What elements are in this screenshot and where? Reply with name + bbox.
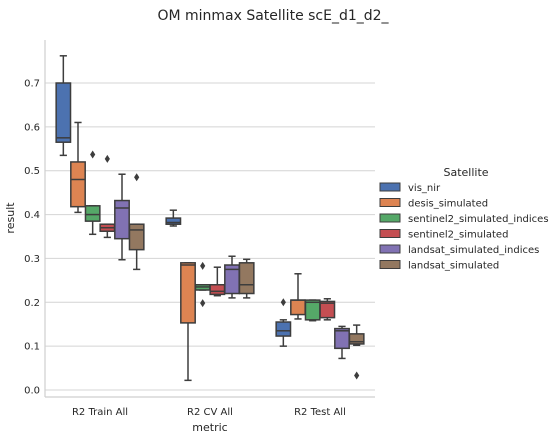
y-tick-label: 0.1 (24, 342, 40, 353)
legend-title: Satellite (443, 166, 488, 179)
legend-label: landsat_simulated (408, 261, 499, 272)
box-landsat_simulated (128, 173, 145, 271)
y-axis-label: result (4, 202, 17, 234)
y-tick-label: 0.2 (24, 298, 40, 309)
box-body (238, 262, 255, 295)
box-body (128, 223, 145, 251)
box-landsat_simulated_indices (334, 325, 350, 360)
y-tick-label: 0.4 (24, 210, 40, 221)
outlier-point (200, 261, 206, 270)
y-tick-label: 0.5 (24, 166, 40, 177)
box-body (319, 300, 336, 319)
legend-label: sentinel2_simulated (408, 230, 508, 241)
box-sentinel2_simulated_indices (84, 150, 101, 236)
box-body (55, 82, 72, 143)
chart-title: OM minmax Satellite scE_d1_d2_ (157, 8, 389, 24)
legend-label: landsat_simulated_indices (408, 245, 539, 256)
box-sentinel2_simulated_indices (304, 299, 321, 322)
legend-label: vis_nir (408, 183, 441, 194)
y-tick-label: 0.6 (24, 122, 40, 133)
box-body (304, 299, 321, 321)
legend-label: desis_simulated (408, 199, 488, 210)
legend: Satellite vis_nir desis_simulated sentinel… (379, 166, 549, 272)
box-body (275, 321, 292, 337)
legend-swatch (379, 213, 401, 223)
box-body (180, 262, 196, 324)
box-body (290, 299, 306, 316)
grid (45, 82, 375, 391)
y-tick-label: 0.3 (24, 254, 40, 265)
axes (44, 40, 375, 398)
x-tick-label: R2 Train All (72, 407, 128, 418)
box-landsat_simulated (238, 258, 255, 299)
box-body (114, 199, 130, 240)
outlier-point (354, 371, 360, 380)
box-landsat_simulated_indices (114, 173, 130, 261)
box-sentinel2_simulated (319, 298, 336, 321)
box-body (70, 161, 86, 208)
box-body (209, 283, 226, 296)
outlier-point (200, 299, 206, 308)
y-tick-label: 0.7 (24, 79, 40, 90)
legend-swatch (379, 229, 401, 238)
box-desis_simulated (290, 273, 306, 320)
box-groups (55, 55, 365, 382)
box-vis_nir (165, 209, 182, 227)
y-tick-labels: 0.0 0.1 0.2 0.3 0.4 0.5 0.6 0.7 (24, 79, 40, 397)
legend-swatch (379, 198, 401, 207)
legend-swatch (379, 182, 401, 192)
legend-swatch (379, 260, 401, 269)
box-vis_nir (55, 55, 72, 157)
x-axis-label: metric (192, 421, 227, 434)
legend-swatch (379, 244, 401, 254)
y-tick-label: 0.0 (24, 386, 40, 397)
box-sentinel2_simulated_indices (194, 261, 211, 308)
outlier-point (134, 173, 140, 182)
box-vis_nir (275, 298, 292, 347)
legend-label: sentinel2_simulated_indices (408, 214, 549, 225)
x-tick-labels: R2 Train All R2 CV All R2 Test All (72, 407, 346, 418)
box-landsat_simulated_indices (224, 255, 240, 299)
box-desis_simulated (70, 121, 86, 214)
box-body (165, 217, 182, 225)
x-tick-label: R2 Test All (294, 407, 346, 418)
box-desis_simulated (180, 262, 196, 382)
box-body (334, 327, 350, 350)
box-body (84, 205, 101, 222)
outlier-point (90, 150, 96, 159)
x-tick-label: R2 CV All (187, 407, 233, 418)
outlier-point (280, 298, 286, 307)
box-body (348, 333, 365, 345)
box-landsat_simulated (348, 324, 365, 380)
outlier-point (104, 154, 110, 163)
box-sentinel2_simulated (99, 154, 116, 239)
box-sentinel2_simulated (209, 266, 226, 297)
